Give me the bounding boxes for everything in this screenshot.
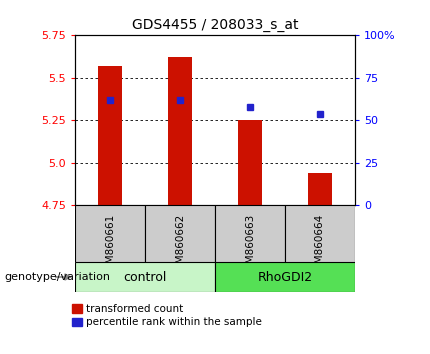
- Bar: [145, 205, 215, 262]
- Text: genotype/variation: genotype/variation: [4, 272, 111, 282]
- Text: GSM860664: GSM860664: [315, 214, 325, 277]
- Bar: [285, 205, 355, 262]
- Bar: [215, 205, 285, 262]
- Title: GDS4455 / 208033_s_at: GDS4455 / 208033_s_at: [132, 18, 298, 32]
- Text: GSM860663: GSM860663: [245, 214, 255, 277]
- Bar: [168, 57, 192, 205]
- Bar: [75, 205, 145, 262]
- Text: GSM860661: GSM860661: [105, 214, 115, 277]
- Legend: transformed count, percentile rank within the sample: transformed count, percentile rank withi…: [72, 304, 262, 327]
- Bar: [307, 173, 332, 205]
- Text: control: control: [123, 270, 167, 284]
- Bar: [98, 66, 123, 205]
- Bar: [238, 120, 262, 205]
- Bar: [75, 262, 215, 292]
- Text: GSM860662: GSM860662: [175, 214, 185, 277]
- Bar: [215, 262, 355, 292]
- Text: RhoGDI2: RhoGDI2: [257, 270, 313, 284]
